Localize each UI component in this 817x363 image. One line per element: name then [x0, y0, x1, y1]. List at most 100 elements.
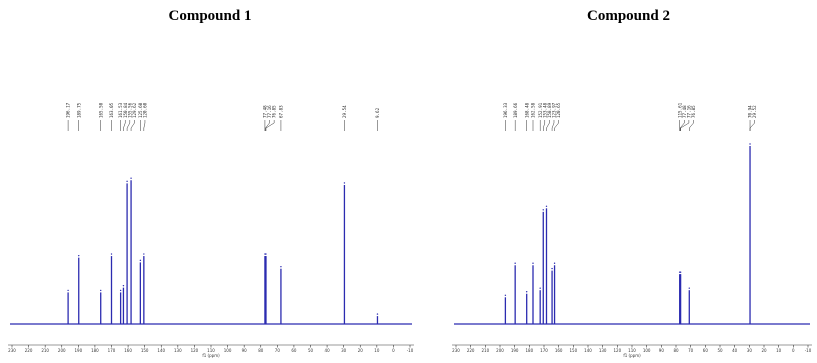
nmr-spectrum-compound-2: 230 220 210 200 190 180 170 160 150 140 130 120 110 1…	[452, 102, 812, 358]
peak-shift-label: 162.58	[531, 102, 536, 118]
peak-shift-label: 196.33	[503, 102, 508, 118]
peak-shift-label: 168.48	[524, 102, 529, 118]
peak-marker	[539, 287, 541, 289]
peak-label-leader	[543, 120, 546, 131]
peak-marker	[545, 205, 548, 207]
x-tick-label: 20	[761, 348, 767, 353]
x-tick-label: 180	[526, 348, 534, 353]
peak-shift-label: 158.89	[547, 102, 552, 118]
peak-shift-label: 165.50	[98, 102, 103, 118]
x-tick-label: 130	[174, 348, 182, 353]
peak-label-leader	[680, 120, 690, 131]
x-tick-label: 60	[291, 348, 297, 353]
peak-shift-label: 67.83	[279, 105, 284, 118]
peak-marker	[688, 287, 690, 289]
x-tick-label: 60	[703, 348, 709, 353]
peak-marker	[126, 180, 128, 183]
peak-label-leader	[679, 120, 685, 131]
peak-marker	[130, 177, 132, 179]
chart-panel-compound-2: Compound 2 230 220 210 200 190 180 170 160 150 14…	[440, 0, 817, 363]
x-tick-label: 180	[91, 348, 99, 353]
x-tick-label: 200	[58, 348, 66, 353]
peak-marker	[67, 289, 69, 292]
x-tick-label: 210	[482, 348, 490, 353]
peak-shift-label: 161.53	[118, 102, 123, 118]
x-tick-label: 170	[540, 348, 548, 353]
x-tick-label: 30	[747, 348, 753, 353]
peak-marker	[122, 284, 125, 287]
x-tick-label: 110	[207, 348, 215, 353]
x-tick-label: 100	[643, 348, 651, 353]
x-tick-label: 80	[673, 348, 679, 353]
peak-shift-label: 29.54	[342, 105, 347, 118]
x-tick-label: 150	[141, 348, 149, 353]
peak-shift-label: 189.75	[76, 102, 81, 118]
peak-shift-label: 77.48	[682, 105, 687, 118]
x-tick-label: 10	[374, 348, 380, 353]
x-tick-label: 70	[275, 348, 281, 353]
peak-marker	[542, 209, 544, 211]
x-tick-label: 50	[717, 348, 723, 353]
chart-title: Compound 1	[168, 8, 252, 24]
x-tick-label: 50	[308, 348, 314, 353]
peak-shift-label: 196.17	[66, 102, 71, 118]
chart-title: Compound 2	[587, 8, 670, 24]
peak-shift-label: 76.85	[272, 105, 277, 118]
peak-marker	[78, 254, 80, 257]
peak-marker	[532, 262, 534, 264]
x-tick-label: 0	[392, 348, 395, 353]
x-tick-label: 110	[628, 348, 636, 353]
x-tick-label: 190	[75, 348, 83, 353]
peak-shift-label: 163.05	[109, 102, 114, 118]
peak-marker	[553, 262, 556, 264]
nmr-spectrum-compound-1: 230 220 210 200 190 180 170 160 150 140 130 120 110 1…	[8, 102, 414, 358]
peak-shift-label: 115.61	[677, 102, 682, 118]
x-tick-label: 230	[452, 348, 460, 353]
peak-shift-label: 120.65	[556, 102, 561, 118]
peak-marker	[280, 266, 282, 268]
x-tick-label: 230	[8, 348, 16, 353]
x-tick-label: -10	[407, 348, 414, 353]
peak-shift-label: 29.52	[752, 105, 757, 118]
peak-shift-label: 77.16	[686, 105, 691, 118]
peak-shift-label: 77.16	[267, 105, 272, 118]
peak-marker	[343, 182, 346, 184]
x-tick-label: 150	[570, 348, 578, 353]
peak-marker	[749, 143, 751, 145]
peak-label-leader	[689, 120, 694, 131]
x-tick-label: 190	[511, 348, 519, 353]
peak-marker	[679, 271, 682, 273]
peak-shift-label: 152.91	[538, 102, 543, 118]
peak-label-leader	[126, 120, 131, 131]
x-tick-label: 30	[341, 348, 347, 353]
peak-label-leader	[265, 120, 270, 131]
peak-label-leader	[546, 120, 550, 131]
peak-shift-label: 9.62	[375, 107, 380, 118]
peak-marker	[139, 259, 142, 262]
x-tick-label: 90	[242, 348, 248, 353]
chart-panel-compound-1: Compound 1 230 220 210 200 190 180 170 160 150 14…	[8, 8, 414, 358]
x-tick-label: 130	[599, 348, 607, 353]
x-tick-label: 210	[41, 348, 49, 353]
x-axis-label: f1 (ppm)	[202, 353, 220, 358]
peak-marker	[265, 253, 267, 255]
x-tick-label: -10	[805, 348, 812, 353]
x-tick-label: 20	[358, 348, 364, 353]
x-tick-label: 170	[108, 348, 116, 353]
peak-label-leader	[551, 120, 555, 131]
peak-shift-label: 77.48	[263, 105, 268, 118]
peak-label-leader	[265, 120, 275, 131]
x-tick-label: 160	[124, 348, 132, 353]
x-tick-label: 140	[157, 348, 165, 353]
peak-shift-label: 153.48	[542, 102, 547, 118]
peak-marker	[110, 253, 113, 255]
x-tick-label: 160	[555, 348, 563, 353]
peak-label-leader	[749, 120, 755, 131]
peak-shift-label: 123.97	[552, 102, 557, 118]
x-tick-label: 220	[467, 348, 475, 353]
peak-marker	[376, 313, 379, 315]
x-tick-label: 120	[614, 348, 622, 353]
peak-shift-label: 125.60	[138, 102, 143, 118]
x-tick-label: 100	[224, 348, 232, 353]
peak-marker	[514, 262, 516, 264]
